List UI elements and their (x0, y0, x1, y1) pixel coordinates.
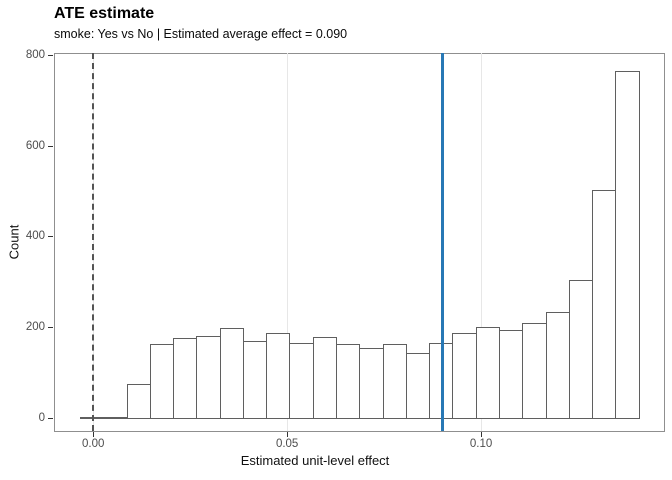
histogram-bar (498, 329, 524, 419)
histogram-bar (545, 311, 570, 419)
x-tick-label: 0.10 (469, 438, 493, 450)
y-tick-mark (48, 236, 53, 238)
histogram-bar (452, 333, 477, 419)
histogram-bar (149, 344, 175, 419)
x-tick-label: 0.05 (275, 438, 299, 450)
histogram-bar (103, 417, 128, 420)
x-axis-title: Estimated unit-level effect (240, 453, 390, 468)
y-tick-mark (48, 145, 53, 147)
x-tick-mark (93, 432, 95, 437)
x-tick-label: 0.00 (81, 438, 105, 450)
y-tick-mark (48, 54, 53, 56)
histogram-bar (219, 328, 244, 419)
histogram-bar (196, 336, 221, 419)
histogram-bar (359, 348, 384, 419)
histogram-bar (126, 383, 151, 419)
gridline (480, 53, 482, 431)
histogram-bar (289, 343, 314, 419)
y-tick-label: 400 (25, 230, 45, 243)
zero-reference-line (92, 53, 95, 431)
histogram-bar (522, 323, 547, 419)
y-tick-label: 800 (25, 48, 45, 61)
histogram-bar (173, 338, 198, 419)
chart-subtitle: smoke: Yes vs No | Estimated average eff… (54, 27, 348, 41)
histogram-bar (336, 343, 361, 419)
histogram-bar (266, 332, 291, 419)
x-tick-mark (287, 432, 289, 437)
histogram-bar (568, 280, 594, 419)
ate-estimate-line (440, 53, 444, 431)
y-tick-label: 600 (25, 139, 45, 152)
y-tick-mark (48, 327, 53, 329)
gridline (286, 53, 288, 431)
histogram-bar (475, 327, 500, 419)
histogram-bar (312, 337, 338, 419)
y-tick-label: 200 (25, 321, 45, 334)
y-tick-mark (48, 417, 53, 419)
page-title: ATE estimate (54, 5, 155, 22)
histogram-bar (592, 190, 617, 419)
y-tick-label: 0 (38, 411, 45, 424)
x-tick-mark (481, 432, 483, 437)
histogram-bar (382, 344, 407, 419)
histogram-bar (405, 353, 431, 419)
histogram-bar (242, 340, 268, 419)
histogram-bar (615, 70, 640, 419)
